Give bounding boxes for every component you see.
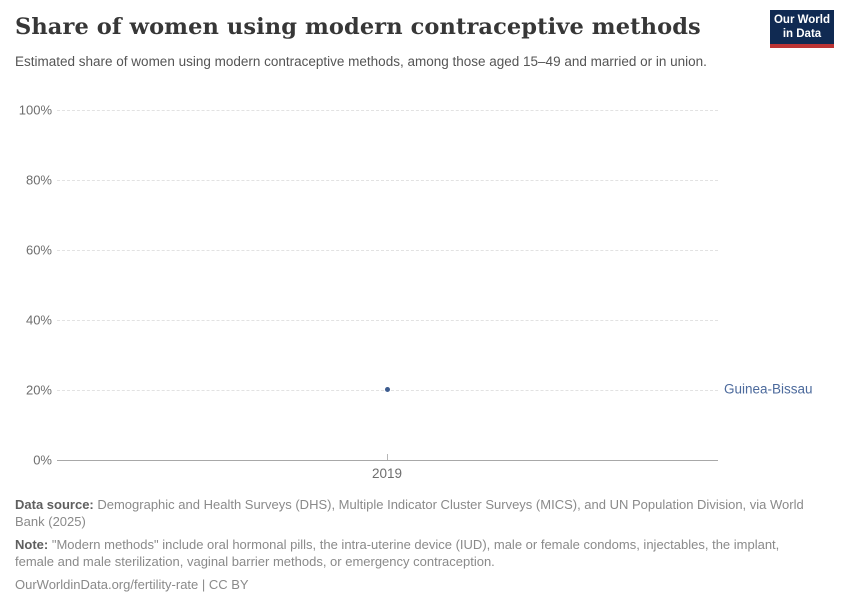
owid-logo-line1: Our World	[773, 13, 830, 26]
data-point-guinea-bissau[interactable]	[384, 386, 390, 392]
gridline-60	[57, 250, 718, 251]
y-tick-label-100: 100%	[18, 102, 52, 118]
chart-title: Share of women using modern contraceptiv…	[15, 14, 701, 40]
y-tick-label-80: 80%	[25, 172, 52, 188]
gridline-100	[57, 110, 718, 111]
note-label: Note:	[15, 537, 49, 552]
x-axis-line	[57, 460, 718, 461]
x-tick-mark	[387, 454, 388, 460]
y-tick-label-60: 60%	[25, 242, 52, 258]
gridline-40	[57, 320, 718, 321]
x-tick-label: 2019	[371, 466, 403, 481]
y-tick-label-40: 40%	[25, 312, 52, 328]
note-line: Note: "Modern methods" include oral horm…	[15, 536, 815, 570]
data-source-line: Data source: Demographic and Health Surv…	[15, 496, 815, 530]
chart-subtitle: Estimated share of women using modern co…	[15, 54, 707, 69]
y-tick-label-0: 0%	[33, 452, 52, 468]
data-source-text: Demographic and Health Surveys (DHS), Mu…	[15, 497, 804, 529]
data-source-label: Data source:	[15, 497, 94, 512]
owid-logo-line2: in Data	[782, 28, 822, 40]
gridline-80	[57, 180, 718, 181]
chart-footer: Data source: Demographic and Health Surv…	[15, 496, 815, 599]
note-text: "Modern methods" include oral hormonal p…	[15, 537, 780, 569]
y-tick-label-20: 20%	[25, 382, 52, 398]
owid-logo[interactable]: Our World in Data	[770, 10, 834, 48]
entity-label-guinea-bissau[interactable]: Guinea-Bissau	[724, 381, 813, 397]
license-link[interactable]: OurWorldinData.org/fertility-rate | CC B…	[15, 577, 249, 592]
